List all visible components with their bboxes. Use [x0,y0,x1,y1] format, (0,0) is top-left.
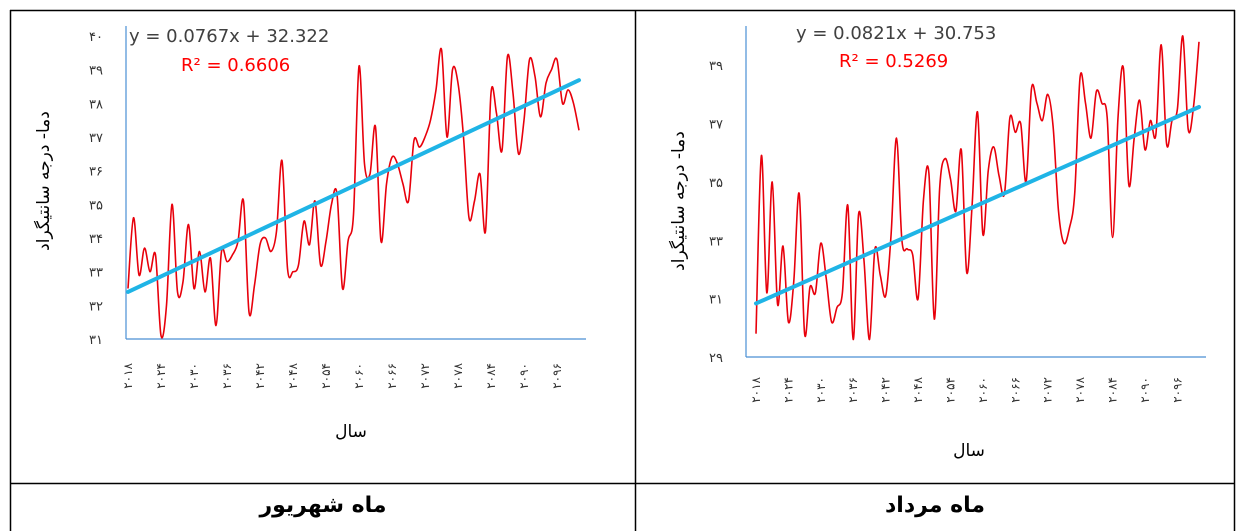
svg-text:سال: سال [335,422,367,442]
trendline-equation: y = 0.0767x + 32.322 [129,26,329,47]
y-tick-label: ۳۸ [89,97,103,112]
y-tick-label: ۳۳ [89,266,103,281]
y-tick-label: ۴۰ [89,30,103,45]
x-axis-title: سال [953,441,985,461]
shahrivar-temperature-chart: سال دما- درجه سانتیگراد y = 0.0767x + 32… [33,26,586,442]
x-tick-label: ۲۰۴۸ [911,376,925,402]
x-tick-label: ۲۰۷۲ [1041,377,1055,403]
y-tick-label: ۳۱ [89,333,103,348]
mordad-temperature-chart: سال دما- درجه سانتیگراد y = 0.0821x + 30… [668,23,1206,461]
x-tick-label: ۲۰۲۴ [154,363,168,389]
y-tick-label: ۳۴ [89,232,103,247]
x-tick-label: ۲۰۲۴ [781,377,795,403]
y-axis-title: دما- درجه سانتیگراد [668,131,689,271]
x-tick-label: ۲۰۷۲ [418,363,432,389]
y-tick-label: ۳۱ [709,293,723,308]
x-tick-label: ۲۰۹۶ [1170,377,1184,403]
y-tick-label: ۳۹ [89,64,103,79]
x-tick-label: ۲۰۳۶ [846,377,860,403]
x-tick-label: ۲۰۱۸ [749,376,763,402]
y-tick-label: ۳۲ [89,299,103,314]
temperature-series-line [127,47,580,339]
x-tick-label: ۲۰۴۲ [253,363,267,389]
x-tick-label: ۲۰۶۶ [385,363,399,389]
y-tick-label: ۳۷ [89,131,103,146]
linear-trendline [754,104,1201,306]
y-tick-label: ۳۵ [709,176,723,191]
x-tick-label: ۲۰۹۰ [517,363,531,389]
x-tick-label: ۲۰۸۴ [484,363,498,389]
y-tick-label: ۳۵ [89,198,103,213]
caption-mordad: ماه مرداد [885,493,985,518]
x-tick-label: ۲۰۳۰ [814,377,828,403]
x-tick-label: ۲۰۹۶ [550,363,564,389]
x-tick-label: ۲۰۳۰ [187,363,201,389]
x-axis-title: سال [335,422,367,442]
x-tick-label: ۲۰۶۶ [1008,377,1022,403]
r-squared-label: R² = 0.6606 [181,55,290,76]
y-axis-title: دما- درجه سانتیگراد [33,111,54,251]
y-tick-label: ۳۹ [709,59,723,74]
y-tick-label: ۳۷ [709,118,723,133]
x-tick-label: ۲۰۴۸ [286,362,300,388]
x-tick-label: ۲۰۷۸ [451,362,465,388]
temperature-series-line [755,35,1200,341]
x-tick-label: ۲۰۹۰ [1138,377,1152,403]
x-tick-label: ۲۰۵۴ [944,377,958,403]
x-tick-label: ۲۰۶۰ [352,363,366,389]
x-tick-label: ۲۰۷۸ [1073,376,1087,402]
r-squared-label: R² = 0.5269 [839,51,948,72]
x-tick-label: ۲۰۱۸ [121,362,135,388]
y-tick-label: ۳۳ [709,234,723,249]
y-tick-label: ۲۹ [709,351,723,366]
caption-shahrivar: ماه شهریور [259,493,387,518]
x-tick-label: ۲۰۸۴ [1106,377,1120,403]
trendline-equation: y = 0.0821x + 30.753 [796,23,996,44]
x-tick-label: ۲۰۶۰ [976,377,990,403]
x-tick-label: ۲۰۳۶ [220,363,234,389]
y-tick-label: ۳۶ [89,165,103,180]
linear-trendline [126,78,581,294]
x-tick-label: ۲۰۵۴ [319,363,333,389]
x-tick-label: ۲۰۴۲ [879,377,893,403]
